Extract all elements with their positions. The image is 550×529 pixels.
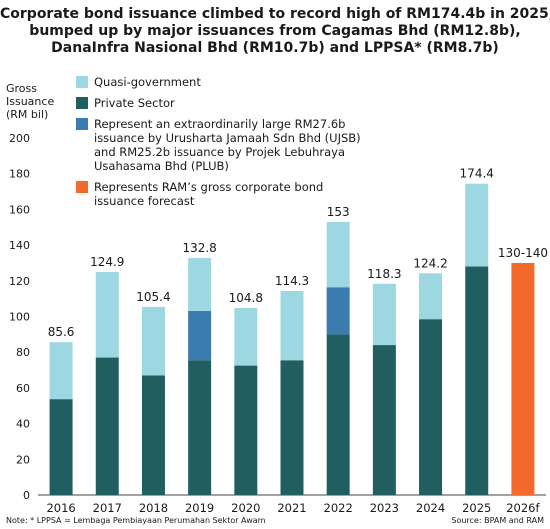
- bar-2022-represent-an-extraordina: [326, 287, 350, 335]
- y-tick-label-0: 0: [23, 489, 30, 502]
- legend-item-private-sector: Private Sector: [76, 96, 372, 110]
- total-label-2022: 153: [327, 205, 350, 219]
- total-label-2026f: 130-140: [498, 246, 548, 260]
- total-label-2016: 85.6: [48, 325, 75, 339]
- x-tick-label-2019: 2019: [185, 501, 214, 515]
- bar-2023-private-sector: [372, 345, 396, 495]
- legend-label-private-sector: Private Sector: [94, 96, 175, 110]
- x-tick-label-2022: 2022: [324, 501, 353, 515]
- legend-swatch-forecast: [76, 181, 88, 193]
- x-tick-label-2024: 2024: [416, 501, 445, 515]
- total-label-2023: 118.3: [367, 267, 401, 281]
- x-tick-label-2026f: 2026f: [506, 501, 540, 515]
- chart-title-line-2: bumped up by major issuances from Cagama…: [29, 23, 521, 39]
- y-tick-label-100: 100: [9, 311, 30, 324]
- bar-2022-quasi-government: [326, 221, 350, 288]
- chart-title-line-3: DanaInfra Nasional Bhd (RM10.7b) and LPP…: [51, 40, 499, 56]
- bar-2024-quasi-government: [419, 273, 443, 320]
- y-tick-label-120: 120: [9, 275, 30, 288]
- total-label-2017: 124.9: [90, 255, 124, 269]
- total-label-2020: 104.8: [229, 291, 263, 305]
- legend-label-extraordinary-issuance: Represent an extraordinarily large RM27.…: [94, 117, 361, 173]
- bar-2016-quasi-government: [49, 342, 73, 400]
- source-note: Source: BPAM and RAM: [451, 516, 544, 525]
- chart-title-line-1: Corporate bond issuance climbed to recor…: [0, 6, 550, 22]
- bar-2021-quasi-government: [280, 290, 304, 361]
- bar-2022-private-sector: [326, 334, 350, 495]
- bar-2019-quasi-government: [188, 257, 212, 311]
- legend-swatch-quasi-government: [76, 76, 88, 88]
- bar-2025-private-sector: [465, 266, 489, 495]
- legend-item-quasi-government: Quasi-government: [76, 75, 372, 89]
- total-label-2024: 124.2: [413, 256, 447, 270]
- y-tick-label-160: 160: [9, 203, 30, 216]
- legend-item-forecast: Represents RAM’s gross corporate bond is…: [76, 180, 372, 208]
- bar-2020-private-sector: [234, 365, 258, 495]
- legend-swatch-extraordinary-issuance: [76, 118, 88, 130]
- y-tick-label-40: 40: [16, 418, 30, 431]
- y-axis-label-line-2: Issuance: [6, 95, 55, 108]
- bar-2026f-represents-ram-s-gross-c: [511, 262, 535, 495]
- x-tick-label-2023: 2023: [370, 501, 399, 515]
- y-tick-label-80: 80: [16, 346, 30, 359]
- y-tick-label-20: 20: [16, 453, 30, 466]
- chart-title: Corporate bond issuance climbed to recor…: [0, 6, 550, 57]
- bar-2018-private-sector: [141, 375, 165, 495]
- bar-2017-private-sector: [95, 357, 119, 495]
- total-label-2025: 174.4: [460, 167, 494, 181]
- total-label-2018: 105.4: [136, 290, 170, 304]
- y-tick-label-140: 140: [9, 239, 30, 252]
- legend-item-extraordinary-issuance: Represent an extraordinarily large RM27.…: [76, 117, 372, 173]
- bar-2024-private-sector: [419, 319, 443, 495]
- x-tick-label-2021: 2021: [277, 501, 306, 515]
- bar-2021-private-sector: [280, 360, 304, 495]
- bar-2017-quasi-government: [95, 272, 119, 358]
- legend-label-forecast: Represents RAM’s gross corporate bond is…: [94, 180, 324, 208]
- y-axis-label: Gross Issuance (RM bil): [6, 82, 54, 121]
- chart-legend: Quasi-government Private Sector Represen…: [76, 75, 372, 215]
- y-axis-label-line-1: Gross: [6, 82, 37, 95]
- total-label-2021: 114.3: [275, 274, 309, 288]
- bar-2018-quasi-government: [141, 306, 165, 376]
- bar-2023-quasi-government: [372, 283, 396, 346]
- y-tick-label-60: 60: [16, 382, 30, 395]
- total-label-2019: 132.8: [182, 241, 216, 255]
- y-tick-label-180: 180: [9, 168, 30, 181]
- bar-2019-represent-an-extraordina: [188, 310, 212, 361]
- x-tick-label-2016: 2016: [46, 501, 75, 515]
- x-tick-label-2025: 2025: [462, 501, 491, 515]
- y-tick-label-200: 200: [9, 132, 30, 145]
- footnote: Note: * LPPSA = Lembaga Pembiayaan Perum…: [6, 516, 266, 525]
- bar-2025-quasi-government: [465, 183, 489, 267]
- x-tick-label-2020: 2020: [231, 501, 260, 515]
- bar-2019-private-sector: [188, 360, 212, 495]
- bar-2020-quasi-government: [234, 307, 258, 366]
- x-tick-label-2018: 2018: [139, 501, 168, 515]
- legend-swatch-private-sector: [76, 97, 88, 109]
- legend-label-quasi-government: Quasi-government: [94, 75, 201, 89]
- y-axis-label-line-3: (RM bil): [6, 108, 49, 121]
- x-tick-label-2017: 2017: [93, 501, 122, 515]
- bar-2016-private-sector: [49, 399, 73, 495]
